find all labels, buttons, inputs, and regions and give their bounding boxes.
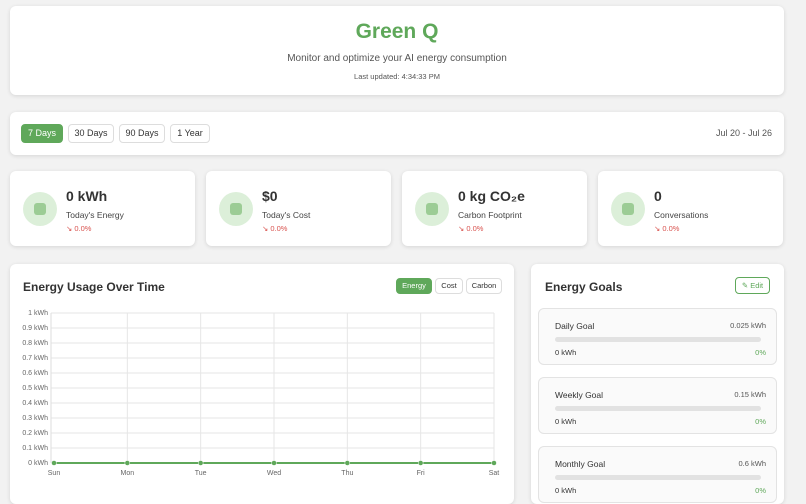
- subtitle: Monitor and optimize your AI energy cons…: [287, 53, 507, 64]
- x-tick-label: Tue: [195, 470, 207, 477]
- goal-percent: 0%: [755, 486, 766, 495]
- chart-tab[interactable]: Cost: [435, 278, 463, 294]
- stat-card: $0 Today's Cost ↘ 0.0%: [206, 171, 391, 246]
- x-tick-label: Thu: [341, 470, 353, 477]
- point: [197, 460, 204, 466]
- stat-icon: [611, 192, 645, 226]
- y-tick-label: 0 kWh: [28, 460, 48, 467]
- icon-glyph: [426, 203, 438, 215]
- goal-percent: 0%: [755, 348, 766, 357]
- page: Green Q Monitor and optimize your AI ene…: [10, 6, 784, 504]
- y-tick-label: 0.7 kWh: [22, 355, 48, 362]
- icon-glyph: [622, 203, 634, 215]
- goal-bar: [555, 406, 761, 411]
- goal-target: 0.15 kWh: [734, 390, 766, 399]
- last-updated: Last updated: 4:34:33 PM: [354, 72, 440, 81]
- stat-change: ↘ 0.0%: [458, 224, 484, 233]
- stat-card: 0 kg CO₂e Carbon Footprint ↘ 0.0%: [402, 171, 587, 246]
- y-tick-label: 0.9 kWh: [22, 325, 48, 332]
- icon-glyph: [34, 203, 46, 215]
- x-tick-label: Sun: [48, 470, 61, 477]
- stat-icon: [23, 192, 57, 226]
- y-tick-label: 0.4 kWh: [22, 400, 48, 407]
- stat-card: 0 kWh Today's Energy ↘ 0.0%: [10, 171, 195, 246]
- range-button[interactable]: 7 Days: [21, 124, 63, 143]
- goal-item: Monthly Goal 0.6 kWh 0 kWh 0%: [538, 446, 777, 503]
- goal-name: Daily Goal: [555, 321, 595, 331]
- y-tick-label: 0.5 kWh: [22, 385, 48, 392]
- point: [124, 460, 131, 466]
- point: [491, 460, 497, 466]
- goal-bar: [555, 337, 761, 342]
- goal-target: 0.025 kWh: [730, 321, 766, 330]
- stat-value: 0 kg CO₂e: [458, 188, 525, 204]
- range-button[interactable]: 1 Year: [170, 124, 210, 143]
- x-tick-label: Wed: [267, 470, 281, 477]
- goals-title: Energy Goals: [545, 280, 623, 294]
- stat-label: Today's Energy: [66, 210, 124, 220]
- stat-value: $0: [262, 188, 278, 204]
- y-tick-label: 0.2 kWh: [22, 430, 48, 437]
- range-card: Jul 20 - Jul 26 7 Days 30 Days 90 Days 1 Ye…: [10, 112, 784, 155]
- stat-change: ↘ 0.0%: [654, 224, 680, 233]
- goal-bar: [555, 475, 761, 480]
- y-tick-label: 0.6 kWh: [22, 370, 48, 377]
- x-tick-label: Mon: [121, 470, 135, 477]
- chart-title: Energy Usage Over Time: [23, 280, 165, 294]
- point: [51, 460, 57, 466]
- goal-current: 0 kWh: [555, 486, 577, 495]
- y-tick-label: 0.8 kWh: [22, 340, 48, 347]
- stat-label: Carbon Footprint: [458, 210, 522, 220]
- goal-percent: 0%: [755, 417, 766, 426]
- point: [271, 460, 277, 466]
- point: [417, 460, 424, 466]
- goal-name: Monthly Goal: [555, 459, 606, 469]
- x-tick-label: Fri: [417, 470, 426, 477]
- stat-label: Today's Cost: [262, 210, 311, 220]
- stat-card: 0 Conversations ↘ 0.0%: [598, 171, 783, 246]
- chart-tab[interactable]: Energy: [396, 278, 432, 294]
- chart: 0 kWh 0.1 kWh 0.2 kWh 0.3 kWh 0.4 kWh 0.5 kWh…: [22, 310, 500, 477]
- goal-current: 0 kWh: [555, 348, 577, 357]
- header-card: Green Q Monitor and optimize your AI ene…: [10, 6, 784, 95]
- goal-name: Weekly Goal: [555, 390, 604, 400]
- y-tick-label: 0.3 kWh: [22, 415, 48, 422]
- goal-item: Daily Goal 0.025 kWh 0 kWh 0%: [538, 308, 777, 365]
- app-title: Green Q: [355, 20, 439, 43]
- x-tick-label: Sat: [489, 470, 500, 477]
- y-tick-label: 1 kWh: [28, 310, 48, 317]
- stat-change: ↘ 0.0%: [66, 224, 92, 233]
- stat-change: ↘ 0.0%: [262, 224, 288, 233]
- y-tick-label: 0.1 kWh: [22, 445, 48, 452]
- goal-item: Weekly Goal 0.15 kWh 0 kWh 0%: [538, 377, 777, 434]
- point: [344, 460, 351, 466]
- edit-button[interactable]: ✎ Edit: [735, 277, 770, 294]
- icon-glyph: [230, 203, 242, 215]
- goal-current: 0 kWh: [555, 417, 577, 426]
- stat-icon: [415, 192, 449, 226]
- chart-tab[interactable]: Carbon: [466, 278, 502, 294]
- chart-card: Energy Usage Over Time 0 kWh 0.1 kWh 0.2 k…: [10, 264, 514, 504]
- goal-target: 0.6 kWh: [738, 459, 766, 468]
- stat-value: 0: [654, 188, 662, 204]
- range-button[interactable]: 90 Days: [119, 124, 165, 143]
- date-range: Jul 20 - Jul 26: [715, 128, 772, 138]
- stat-label: Conversations: [654, 210, 709, 220]
- goals-card: Energy Goals ✎ Edit Daily Goal 0.025 kWh 0…: [531, 264, 784, 504]
- range-button[interactable]: 30 Days: [68, 124, 114, 143]
- stat-icon: [219, 192, 253, 226]
- stat-value: 0 kWh: [66, 188, 108, 204]
